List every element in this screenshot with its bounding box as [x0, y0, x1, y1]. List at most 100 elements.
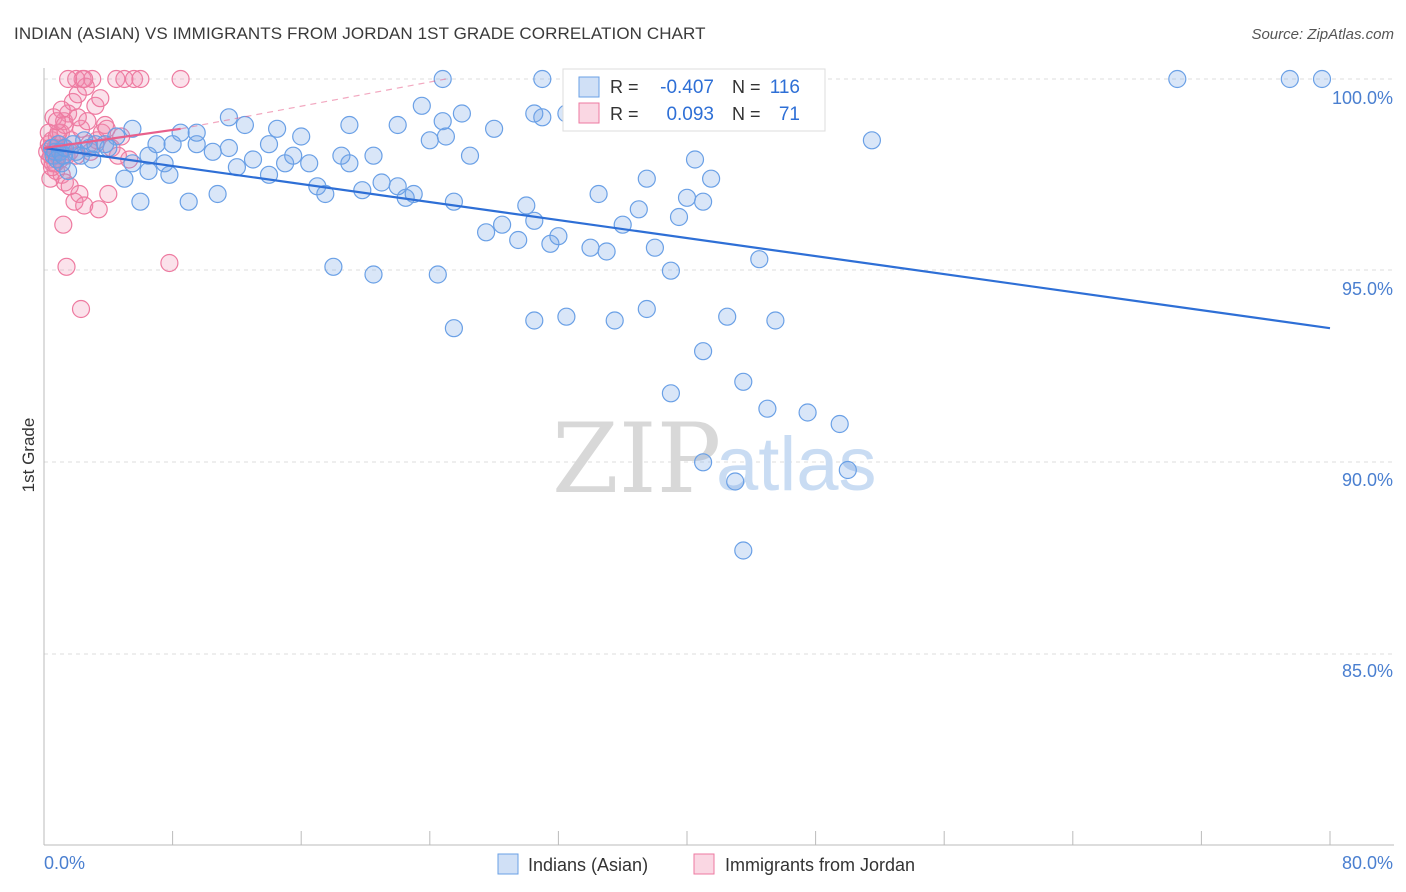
indian-point [433, 112, 452, 131]
indian-point [219, 108, 238, 127]
indian-point [123, 154, 142, 173]
indian-point [701, 169, 721, 188]
indian-point [292, 127, 311, 146]
indian-point [324, 257, 343, 276]
indian-point [340, 154, 359, 173]
stats-pink-n-label: N = [732, 104, 761, 124]
indian-point [1280, 69, 1299, 89]
indian-point [243, 150, 263, 169]
indian-point [557, 307, 576, 326]
indian-point [509, 230, 528, 250]
jordan-point [115, 69, 134, 89]
indian-point [444, 192, 463, 211]
indian-point [758, 399, 777, 418]
stats-swatch-pink [578, 102, 600, 124]
indian-trend-line [43, 146, 1331, 330]
jordan-point [52, 100, 71, 119]
indian-point [589, 184, 608, 204]
y-tick-label-90: 90.0% [1342, 470, 1393, 490]
jordan-point [89, 200, 108, 219]
indian-point [436, 127, 455, 146]
stats-pink-n-value: 71 [779, 104, 800, 125]
y-tick-label-95: 95.0% [1342, 279, 1393, 299]
indian-point [420, 131, 439, 150]
indian-point [581, 238, 600, 257]
indian-point [131, 192, 150, 211]
indian-point [734, 541, 753, 560]
indian-point [300, 154, 319, 173]
indian-point [115, 169, 134, 188]
indian-point [388, 115, 407, 135]
indian-point [677, 188, 697, 207]
indian-point [685, 150, 705, 169]
jordan-point [47, 112, 67, 131]
indian-point [364, 265, 383, 284]
indian-point [235, 115, 254, 135]
jordan-point [131, 69, 150, 89]
y-axis-label: 1st Grade [19, 418, 38, 493]
stats-box-frame [562, 68, 826, 132]
stats-box: R = -0.407 N = 116 R = 0.093 N = 71 [562, 68, 826, 132]
jordan-point [70, 184, 89, 204]
indian-point [284, 146, 303, 165]
indian-point [798, 403, 817, 422]
indian-point [99, 138, 118, 158]
x-tick-label-max: 80.0% [1342, 853, 1393, 873]
indian-point [372, 173, 391, 192]
stats-pink-r-value: 0.093 [666, 104, 714, 125]
indian-point [525, 311, 544, 330]
indian-point [645, 238, 665, 257]
indian-point [669, 207, 689, 227]
chart-source: Source: ZipAtlas.com [1251, 26, 1394, 43]
legend-swatch-jordan [693, 853, 715, 875]
y-tick-labels: 100.0% 95.0% 90.0% 85.0% [1332, 88, 1393, 681]
jordan-point [68, 108, 87, 127]
indian-point [766, 311, 785, 330]
indian-point [203, 142, 222, 161]
indian-point [139, 146, 158, 165]
indian-point [477, 223, 496, 242]
indian-point [830, 414, 849, 434]
trend-lines [43, 78, 1331, 330]
indian-point [693, 192, 713, 211]
watermark-zip: ZIP [552, 403, 721, 515]
indian-point [179, 192, 198, 211]
indian-point [750, 250, 769, 269]
legend-label-indians: Indians (Asian) [528, 855, 648, 875]
y-tick-label-85: 85.0% [1342, 661, 1393, 681]
indian-point [637, 299, 656, 319]
indian-point [163, 135, 182, 154]
jordan-point [57, 257, 76, 276]
indian-point [718, 307, 737, 326]
jordan-point [99, 184, 118, 204]
stats-blue-n-value: 116 [770, 77, 800, 98]
stats-blue-r-label: R = [610, 77, 639, 97]
stats-pink-r-label: R = [610, 104, 639, 124]
stats-blue-n-label: N = [732, 77, 761, 97]
jordan-point [54, 215, 73, 234]
indian-point [533, 69, 552, 89]
watermark-atlas: atlas [716, 422, 877, 507]
indian-point [693, 453, 713, 472]
indian-point [160, 165, 179, 184]
indian-point [340, 115, 359, 135]
indian-point [525, 104, 544, 123]
indian-point [187, 123, 206, 142]
legend: Indians (Asian) Immigrants from Jordan [497, 853, 915, 875]
jordan-points [38, 69, 190, 319]
jordan-point [91, 89, 110, 108]
indian-point [726, 472, 745, 491]
stats-blue-r-value: -0.407 [660, 77, 714, 98]
jordan-point [71, 299, 91, 319]
indian-point [485, 119, 504, 138]
legend-swatch-indians [497, 853, 519, 875]
indian-point [58, 161, 78, 181]
indian-point [412, 96, 431, 115]
indian-point [862, 131, 882, 150]
indian-point [734, 372, 753, 391]
indian-point [1168, 69, 1187, 89]
indian-point [353, 181, 372, 200]
indian-point [549, 227, 568, 246]
indian-point [268, 119, 287, 138]
